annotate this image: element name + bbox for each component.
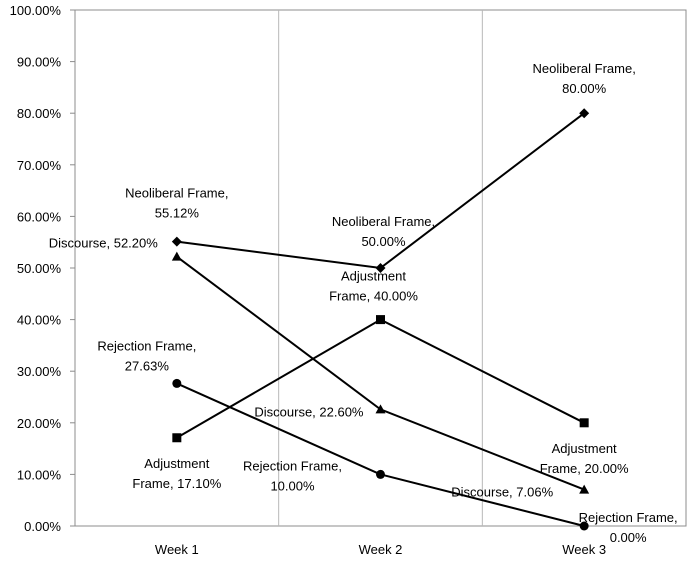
- data-label: Adjustment Frame, 20.00%: [540, 441, 629, 476]
- y-tick-label: 20.00%: [17, 416, 62, 431]
- y-tick-label: 80.00%: [17, 106, 62, 121]
- y-tick-label: 60.00%: [17, 209, 62, 224]
- data-label-line: 10.00%: [270, 478, 315, 493]
- data-label-line: Frame, 17.10%: [132, 476, 221, 491]
- data-point: [376, 315, 385, 325]
- data-point: [171, 251, 182, 261]
- data-label: Adjustment Frame, 17.10%: [132, 456, 221, 491]
- data-point: [376, 469, 385, 479]
- y-tick-label: 0.00%: [24, 519, 61, 534]
- x-tick-label: Week 1: [155, 542, 199, 557]
- data-label-line: Discourse, 22.60%: [254, 404, 364, 419]
- data-point: [375, 404, 386, 414]
- data-label: Discourse, 22.60%: [254, 404, 364, 419]
- data-label-line: Rejection Frame,: [97, 338, 196, 353]
- data-label-line: Neoliberal Frame,: [332, 214, 435, 229]
- data-label: Adjustment Frame, 40.00%: [329, 269, 418, 304]
- data-label-line: Frame, 20.00%: [540, 461, 629, 476]
- y-tick-label: 30.00%: [17, 364, 62, 379]
- y-tick-label: 10.00%: [17, 467, 62, 482]
- data-label: Neoliberal Frame, 50.00%: [332, 214, 435, 249]
- data-label-line: 50.00%: [361, 234, 406, 249]
- data-point: [171, 236, 182, 247]
- data-label: Rejection Frame, 10.00%: [243, 458, 342, 493]
- data-label-line: 80.00%: [562, 81, 607, 96]
- data-label-line: Neoliberal Frame,: [125, 186, 228, 201]
- data-label: Neoliberal Frame, 80.00%: [533, 61, 636, 96]
- y-tick-label: 90.00%: [17, 55, 62, 70]
- data-label-line: Discourse, 7.06%: [451, 485, 553, 500]
- y-tick-label: 100.00%: [10, 3, 62, 18]
- data-label: Rejection Frame, 0.00%: [579, 510, 678, 545]
- data-label-line: Adjustment: [552, 441, 617, 456]
- data-point: [579, 418, 589, 428]
- data-point: [579, 521, 589, 531]
- data-label-line: 55.12%: [155, 206, 200, 221]
- y-tick-label: 70.00%: [17, 158, 62, 173]
- data-label-line: Adjustment: [144, 456, 209, 471]
- data-label-line: Frame, 40.00%: [329, 289, 418, 304]
- data-label-line: Rejection Frame,: [243, 458, 342, 473]
- data-label-line: Discourse, 52.20%: [49, 236, 159, 251]
- data-label: Rejection Frame, 27.63%: [97, 338, 196, 373]
- data-label: Neoliberal Frame, 55.12%: [125, 186, 228, 221]
- data-label-line: Neoliberal Frame,: [533, 61, 636, 76]
- data-point: [375, 263, 386, 273]
- data-label-line: Adjustment: [341, 269, 406, 284]
- x-tick-label: Week 3: [562, 542, 606, 557]
- data-label-line: 0.00%: [610, 530, 647, 545]
- series-line: [176, 318, 585, 439]
- data-point: [172, 433, 182, 443]
- data-point: [579, 108, 590, 119]
- x-tick-label: Week 2: [359, 542, 403, 557]
- y-tick-label: 40.00%: [17, 313, 62, 328]
- data-label: Discourse, 52.20%: [49, 236, 159, 251]
- data-label-line: Rejection Frame,: [579, 510, 678, 525]
- data-point: [172, 378, 182, 388]
- data-label-line: 27.63%: [125, 358, 170, 373]
- data-point: [579, 484, 590, 494]
- y-tick-label: 50.00%: [17, 261, 62, 276]
- data-label: Discourse, 7.06%: [451, 485, 553, 500]
